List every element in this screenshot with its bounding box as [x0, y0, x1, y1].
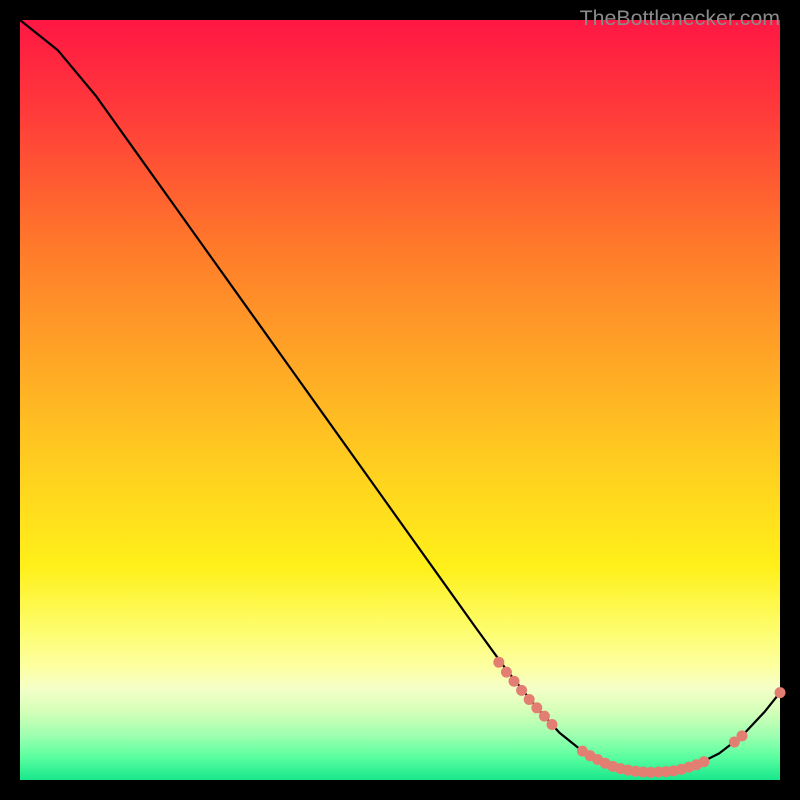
data-point — [509, 676, 520, 687]
bottleneck-curve-chart — [0, 0, 800, 800]
data-point — [547, 719, 558, 730]
data-point — [699, 756, 710, 767]
data-point — [524, 694, 535, 705]
data-point — [737, 730, 748, 741]
plot-background-gradient — [20, 20, 780, 780]
chart-container: TheBottlenecker.com — [0, 0, 800, 800]
data-point — [501, 667, 512, 678]
data-point — [493, 657, 504, 668]
data-point — [531, 702, 542, 713]
data-point — [516, 685, 527, 696]
data-point — [539, 711, 550, 722]
data-point — [775, 687, 786, 698]
